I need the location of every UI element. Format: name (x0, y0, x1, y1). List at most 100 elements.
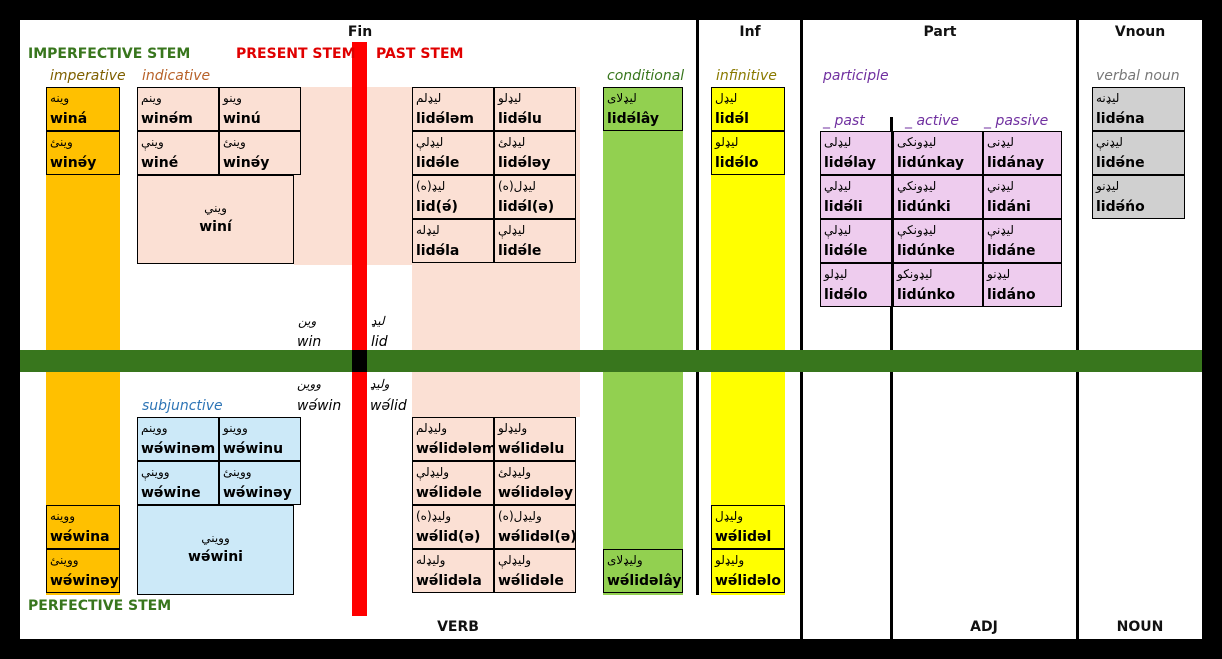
stem-red-bar (352, 42, 367, 616)
paradigm-diagram: Fin Inf Part Vnoun IMPERFECTIVE STEM PRE… (20, 20, 1202, 639)
conditional-band (603, 87, 683, 595)
participle-cell-translit: lidúnki (897, 199, 951, 215)
label-participle: participle (823, 68, 889, 84)
subjunctive-cell: ووینم wә́winәm (137, 417, 219, 461)
past-cell-arabic: لیډل(ه) (498, 179, 536, 193)
imperative-cell-arabic: وینئ (50, 135, 73, 149)
indicative-cell-3sg: ویني winí (137, 175, 294, 264)
participle-cell-arabic: لیډونکو (897, 267, 933, 281)
participle-cell: لیډنو lidáno (983, 263, 1062, 307)
label-infinitive: infinitive (716, 68, 777, 84)
root-lid: lid (371, 334, 388, 350)
verbal-noun-cell-translit: lidә́na (1096, 111, 1145, 127)
indicative-cell: وینئ winә́y (219, 131, 301, 175)
conditional-perfective-cell-translit: wә́lidәlây (607, 573, 682, 589)
past-perfective-cell-arabic: ولیډلې (416, 465, 450, 479)
indicative-cell-arabic: وینم (141, 91, 162, 105)
past-perfective-cell-translit: wә́lidәle (416, 485, 482, 501)
label-imperfective-stem: IMPERFECTIVE STEM (28, 46, 191, 62)
label-subjunctive: subjunctive (142, 398, 223, 414)
past-cell: لیډ(ه) lid(ә́) (412, 175, 494, 219)
root-win: win (297, 334, 322, 350)
past-cell: لیډلې lidә́le (412, 131, 494, 175)
subjunctive-cell-arabic: ووینو (223, 421, 248, 435)
participle-cell: لیډونکي lidúnki (893, 175, 983, 219)
conditional-perfective-cell: ولیډلای wә́lidәlây (603, 549, 683, 593)
participle-cell-translit: lidә́li (824, 199, 863, 215)
indicative-cell-translit: winә́m (141, 111, 193, 127)
past-perfective-cell-translit: wә́lidәla (416, 573, 482, 589)
label-present-stem: PRESENT STEM (236, 46, 356, 62)
infinitive-cell-translit: lidә́lo (715, 155, 759, 171)
subjunctive-cell: ووینئ wә́winәy (219, 461, 301, 505)
participle-cell: لیډونکې lidúnke (893, 219, 983, 263)
participle-cell-arabic: لیډلو (824, 267, 848, 281)
past-perfective-cell-arabic: ولیډلئ (498, 465, 532, 479)
indicative-cell-3sg-arabic: ویني (204, 200, 227, 215)
label-conditional: conditional (607, 68, 685, 84)
past-perfective-cell-arabic: ولیډله (416, 553, 446, 567)
past-cell-arabic: لیډله (416, 223, 440, 237)
infinitive-perfective-cell: ولیډلو wә́lidәlo (711, 549, 785, 593)
imperative-perfective-cell: ووینه wә́wina (46, 505, 120, 549)
conditional-cell-arabic: لیډلای (607, 91, 637, 105)
past-cell-translit: lidә́l(ә) (498, 199, 555, 215)
imperative-cell-arabic: وینه (50, 91, 70, 105)
participle-cell: لیډونکی lidúnkay (893, 131, 983, 175)
infinitive-perfective-cell: ولیډل wә́lidәl (711, 505, 785, 549)
infinitive-perfective-cell-translit: wә́lidәl (715, 529, 772, 545)
header-inf: Inf (739, 24, 761, 40)
separator-part-vnoun (1076, 20, 1079, 639)
header-vnoun: Vnoun (1114, 24, 1166, 40)
past-perfective-cell: ولیډله wә́lidәla (412, 549, 494, 593)
imperative-perfective-cell-translit: wә́wina (50, 529, 110, 545)
header-part: Part (923, 24, 957, 40)
indicative-cell-translit: winú (223, 111, 261, 127)
imperative-perfective-cell-arabic: ووینه (50, 509, 75, 523)
infinitive-cell-arabic: لیډل (715, 91, 738, 105)
participle-cell-arabic: لیډونکي (897, 179, 937, 193)
imperative-cell-translit: winá (50, 111, 88, 127)
past-perfective-cell-arabic: ولیډلو (498, 421, 528, 435)
past-perfective-cell-translit: wә́lidәl(ә) (498, 529, 577, 545)
participle-cell: لیډني lidáni (983, 175, 1062, 219)
past-perfective-cell-arabic: ولیډ(ه) (416, 509, 452, 523)
past-perfective-cell: ولیډل(ه) wә́lidәl(ә) (494, 505, 577, 549)
indicative-cell-translit: winә́y (223, 155, 270, 171)
infinitive-cell: لیډلو lidә́lo (711, 131, 785, 175)
past-cell-arabic: لیډلم (416, 91, 442, 105)
indicative-cell-arabic: وینئ (223, 135, 246, 149)
conditional-cell-translit: lidә́lây (607, 111, 660, 127)
indicative-cell: وینم winә́m (137, 87, 219, 131)
participle-cell-translit: lidáni (987, 199, 1031, 215)
past-cell: لیډلئ lidә́lәy (494, 131, 576, 175)
root-welid-arabic: ولیډ (370, 377, 390, 391)
subjunctive-cell-3sg-arabic: وویني (201, 531, 230, 545)
root-wewin: wә́win (297, 398, 342, 414)
past-cell-translit: lidә́lәy (498, 155, 551, 171)
imperative-perfective-cell-arabic: ووینئ (50, 553, 79, 567)
past-perfective-cell: ولیډلو wә́lidәlu (494, 417, 576, 461)
imperative-cell: وینئ winә́y (46, 131, 120, 175)
root-wewin-arabic: ووین (297, 377, 322, 391)
verbal-noun-cell-translit: lidә́ne (1096, 155, 1145, 171)
past-cell-translit: lidә́lәm (416, 111, 474, 127)
indicative-cell-translit: winé (141, 155, 179, 171)
indicative-cell-arabic: وینې (141, 135, 164, 149)
participle-cell: لیډلو lidә́lo (820, 263, 892, 307)
indicative-cell-arabic: وینو (223, 91, 242, 105)
subjunctive-cell-arabic: ووینم (141, 421, 168, 435)
past-cell-translit: lidә́le (498, 243, 542, 259)
infinitive-cell: لیډل lidә́l (711, 87, 785, 131)
verbal-noun-cell-arabic: لیډنې (1096, 135, 1123, 149)
imperative-cell: وینه winá (46, 87, 120, 131)
past-peach-band-left (366, 87, 414, 265)
participle-cell-translit: lidánay (987, 155, 1045, 171)
participle-cell-arabic: لیډلی (824, 135, 852, 149)
participle-cell: لیډلی lidә́lay (820, 131, 892, 175)
past-perfective-cell: ولیډ(ه) wә́lid(ә) (412, 505, 494, 549)
infinitive-perfective-cell-arabic: ولیډل (715, 509, 744, 523)
past-cell-arabic: لیډلو (498, 91, 522, 105)
participle-cell-translit: lidúnke (897, 243, 955, 259)
participle-cell-arabic: لیډنی (987, 135, 1014, 149)
